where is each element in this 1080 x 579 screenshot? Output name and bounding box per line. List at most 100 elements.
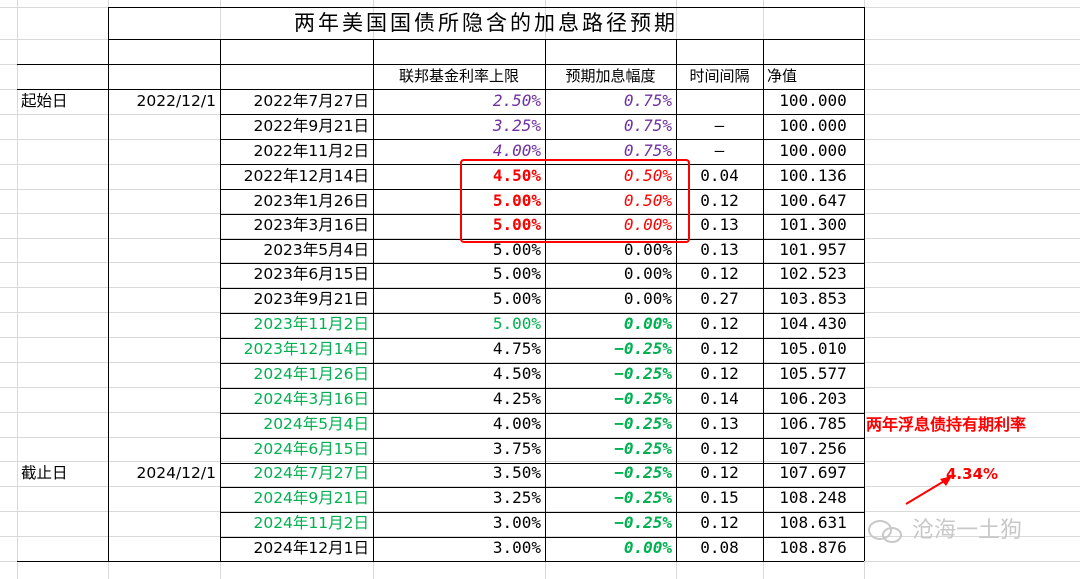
cell-date: 2024年9月21日 bbox=[253, 489, 369, 507]
cell-nav: 108.631 bbox=[779, 513, 847, 532]
side-annotation-label: 两年浮息债持有期利率 bbox=[866, 415, 1027, 434]
cell-hike: −0.25% bbox=[614, 414, 672, 433]
cell-hike: 0.00% bbox=[623, 289, 672, 308]
cell-interval: 0.04 bbox=[700, 166, 739, 185]
cell-date: 2022年12月14日 bbox=[243, 167, 369, 185]
cell-hike: 0.75% bbox=[623, 141, 672, 160]
cell-date: 2024年12月1日 bbox=[253, 539, 369, 557]
cell-hike: 0.75% bbox=[623, 116, 672, 135]
cell-date: 2023年11月2日 bbox=[253, 315, 369, 333]
start-date: 2022/12/1 bbox=[136, 92, 216, 110]
cell-date: 2024年3月16日 bbox=[253, 390, 369, 408]
header-interval: 时间间隔 bbox=[689, 67, 750, 85]
cell-interval: 0.12 bbox=[700, 364, 739, 383]
cell-date: 2022年9月21日 bbox=[253, 117, 369, 135]
cell-hike: 0.75% bbox=[623, 91, 672, 110]
cell-hike: −0.25% bbox=[614, 439, 672, 458]
cell-hike: −0.25% bbox=[614, 488, 672, 507]
cell-rate: 3.00% bbox=[492, 538, 541, 557]
cell-interval: 0.12 bbox=[700, 439, 739, 458]
cell-nav: 102.523 bbox=[779, 264, 847, 283]
header-rate: 联邦基金利率上限 bbox=[398, 67, 519, 85]
cell-rate: 4.25% bbox=[492, 389, 541, 408]
cell-nav: 100.647 bbox=[779, 191, 847, 210]
cell-interval: 0.12 bbox=[700, 314, 739, 333]
cell-nav: 105.010 bbox=[779, 339, 847, 358]
cell-hike: −0.25% bbox=[614, 339, 672, 358]
cell-interval bbox=[676, 89, 763, 113]
cell-hike: 0.00% bbox=[623, 314, 672, 333]
cell-nav: 103.853 bbox=[779, 289, 847, 308]
cell-rate: 5.00% bbox=[492, 191, 541, 210]
cell-date: 2024年6月15日 bbox=[253, 440, 369, 458]
cell-nav: 105.577 bbox=[779, 364, 847, 383]
cell-nav: 106.785 bbox=[779, 414, 847, 433]
cell-hike: 0.00% bbox=[623, 215, 672, 234]
cell-interval: 0.13 bbox=[700, 215, 739, 234]
cell-date: 2024年7月27日 bbox=[253, 464, 369, 482]
sheet-title: 两年美国国债所隐含的加息路径预期 bbox=[294, 11, 678, 35]
cell-interval: 0.12 bbox=[700, 513, 739, 532]
cell-rate: 2.50% bbox=[492, 91, 541, 110]
cell-hike: 0.00% bbox=[623, 264, 672, 283]
cell-rate: 3.50% bbox=[492, 463, 541, 482]
cell-hike: −0.25% bbox=[614, 364, 672, 383]
cell-hike: −0.25% bbox=[614, 513, 672, 532]
cell-interval: 0.12 bbox=[700, 463, 739, 482]
cell-nav: 104.430 bbox=[779, 314, 847, 333]
annotation-arrow-icon bbox=[905, 476, 952, 505]
cell-rate: 4.50% bbox=[492, 364, 541, 383]
cell-nav: 107.697 bbox=[779, 463, 847, 482]
header-hike: 预期加息幅度 bbox=[565, 67, 656, 85]
cell-rate: 3.75% bbox=[492, 439, 541, 458]
cell-rate: 5.00% bbox=[492, 264, 541, 283]
cell-interval: 0.12 bbox=[700, 264, 739, 283]
cell-interval: 0.15 bbox=[700, 488, 739, 507]
cell-nav: 100.000 bbox=[779, 116, 847, 135]
cell-nav: 100.000 bbox=[779, 141, 847, 160]
header-nav: 净值 bbox=[767, 67, 798, 85]
cell-interval: 0.08 bbox=[700, 538, 739, 557]
cell-interval: 0.14 bbox=[700, 389, 739, 408]
cell-nav: 108.248 bbox=[779, 488, 847, 507]
cell-date: 2023年5月4日 bbox=[263, 241, 369, 259]
highlight-box bbox=[460, 159, 690, 243]
cell-hike: −0.25% bbox=[614, 389, 672, 408]
cell-nav: 101.957 bbox=[779, 240, 847, 259]
cell-date: 2024年11月2日 bbox=[253, 514, 369, 532]
cell-hike: 0.50% bbox=[623, 191, 672, 210]
cell-date: 2023年12月14日 bbox=[243, 340, 369, 358]
cell-rate: 5.00% bbox=[492, 240, 541, 259]
end-date: 2024/12/1 bbox=[136, 464, 216, 482]
cell-interval: – bbox=[714, 141, 725, 160]
cell-hike: 0.50% bbox=[623, 166, 672, 185]
cell-date: 2023年6月15日 bbox=[253, 265, 369, 283]
cell-rate: 4.00% bbox=[492, 141, 541, 160]
cell-rate: 5.00% bbox=[492, 314, 541, 333]
cell-rate: 4.50% bbox=[492, 166, 541, 185]
cell-rate: 3.25% bbox=[492, 116, 541, 135]
cell-rate: 4.00% bbox=[492, 414, 541, 433]
cell-nav: 100.000 bbox=[779, 91, 847, 110]
cell-nav: 108.876 bbox=[779, 538, 847, 557]
cell-interval: – bbox=[714, 116, 725, 135]
cell-nav: 101.300 bbox=[779, 215, 847, 234]
cell-hike: −0.25% bbox=[614, 463, 672, 482]
cell-date: 2024年1月26日 bbox=[253, 365, 369, 383]
cell-interval: 0.12 bbox=[700, 191, 739, 210]
cell-nav: 106.203 bbox=[779, 389, 847, 408]
cell-rate: 5.00% bbox=[492, 215, 541, 234]
cell-nav: 107.256 bbox=[779, 439, 847, 458]
cell-rate: 4.75% bbox=[492, 339, 541, 358]
cell-date: 2022年11月2日 bbox=[253, 142, 369, 160]
cell-hike: 0.00% bbox=[623, 240, 672, 259]
cell-rate: 3.00% bbox=[492, 513, 541, 532]
watermark-text: 沧海一土狗 bbox=[912, 518, 1023, 543]
side-annotation-value: 4.34% bbox=[946, 465, 999, 483]
end-label: 截止日 bbox=[21, 464, 68, 482]
cell-date: 2023年3月16日 bbox=[253, 216, 369, 234]
cell-rate: 5.00% bbox=[492, 289, 541, 308]
cell-date: 2023年1月26日 bbox=[253, 192, 369, 210]
cell-date: 2022年7月27日 bbox=[253, 92, 369, 110]
cell-interval: 0.27 bbox=[700, 289, 739, 308]
